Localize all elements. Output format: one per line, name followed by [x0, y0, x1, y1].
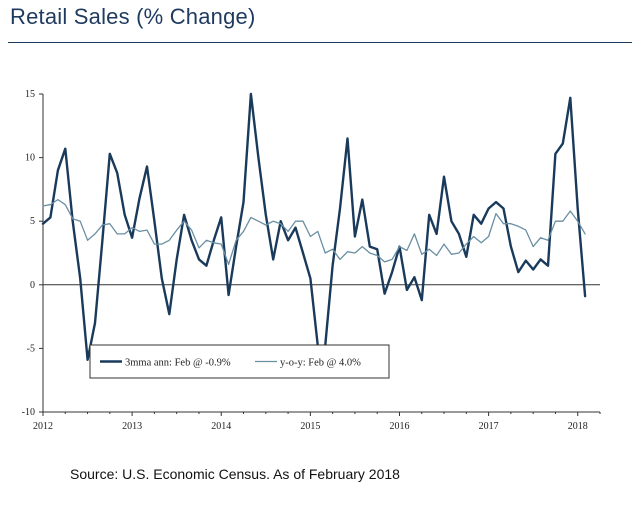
title-divider — [8, 42, 632, 43]
y-tick-label: 15 — [25, 89, 35, 100]
x-tick-label: 2012 — [33, 421, 53, 432]
series-line-yoy — [42, 198, 586, 266]
x-tick-label: 2015 — [300, 421, 320, 432]
legend-box — [89, 344, 390, 379]
y-tick-label: -5 — [27, 343, 35, 354]
legend-label-mma: 3mma ann: Feb @ -0.9% — [125, 358, 231, 369]
x-tick-label: 2018 — [568, 421, 588, 432]
x-tick-label: 2017 — [479, 421, 499, 432]
x-tick-label: 2016 — [389, 421, 409, 432]
y-tick-label: -10 — [22, 407, 35, 418]
chart-axes: -10 -5 0 5 10 15 2012 2013 2014 2015 2016 2017 2018 — [22, 89, 601, 432]
y-tick-label: 10 — [25, 153, 35, 164]
legend-label-yoy: y-o-y: Feb @ 4.0% — [280, 358, 361, 369]
y-tick-label: 5 — [30, 216, 35, 227]
x-tick-label: 2014 — [211, 421, 231, 432]
source-note: Source: U.S. Economic Census. As of Febr… — [70, 466, 400, 482]
series-line-mma — [41, 92, 587, 361]
chart-series — [41, 92, 587, 361]
x-tick-label: 2013 — [122, 421, 142, 432]
page-title: Retail Sales (% Change) — [10, 4, 256, 29]
y-tick-label: 0 — [30, 280, 35, 291]
chart-legend: 3mma ann: Feb @ -0.9% y-o-y: Feb @ 4.0% — [89, 344, 390, 379]
